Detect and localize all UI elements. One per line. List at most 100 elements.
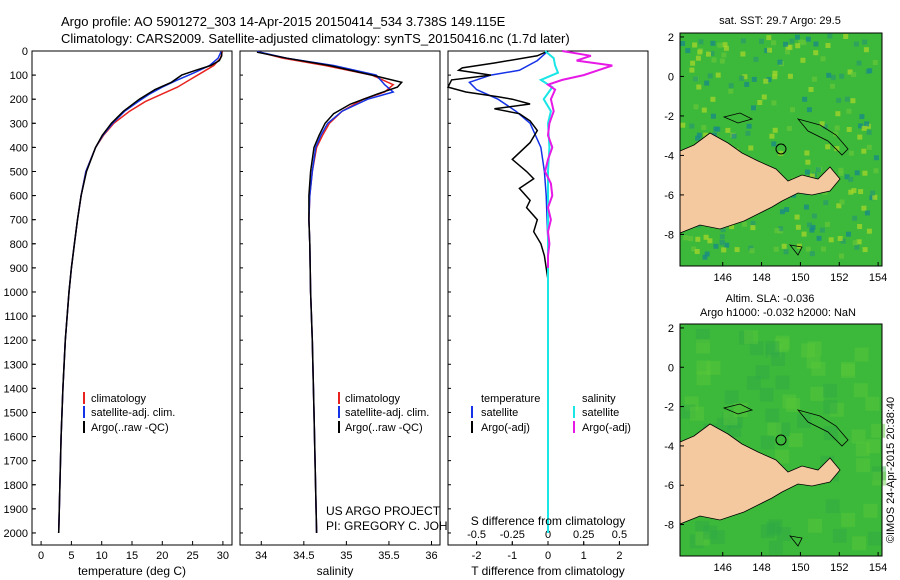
map-texture-cell	[681, 404, 696, 419]
island-outline	[722, 403, 754, 415]
map-texture-cell	[768, 540, 783, 555]
map-texture-cell	[858, 123, 864, 129]
map-texture-cell	[857, 224, 863, 229]
legend-argo: Argo(..raw -QC)	[345, 422, 423, 434]
map-texture-cell	[790, 107, 795, 113]
map-texture-cell	[870, 190, 876, 196]
depth-tick-label: 1600	[4, 432, 28, 444]
map-texture-cell	[765, 344, 780, 358]
map-texture-cell	[795, 224, 801, 230]
map-texture-cell	[759, 38, 764, 44]
map-texture-cell	[839, 73, 845, 79]
map-texture-cell	[693, 76, 699, 82]
map-texture-cell	[724, 242, 730, 248]
map-texture-cell	[846, 108, 852, 114]
map-texture-cell	[703, 132, 709, 138]
map-texture-cell	[761, 94, 767, 100]
map-texture-cell	[689, 123, 695, 129]
lon-tick-label: 146	[714, 562, 732, 574]
map-texture-cell	[866, 228, 872, 234]
map-texture-cell	[701, 125, 707, 130]
map-texture-cell	[750, 225, 756, 231]
map-texture-cell	[805, 36, 811, 42]
map-texture-cell	[767, 422, 782, 437]
map-texture-cell	[834, 125, 840, 131]
map-texture-cell	[745, 130, 751, 136]
map-frame	[679, 323, 883, 557]
map-texture-cell	[710, 40, 716, 46]
map-texture-cell	[821, 246, 826, 252]
map-texture-cell	[867, 68, 873, 74]
x-tick-label: 35.5	[378, 550, 399, 562]
map-texture-cell	[823, 426, 838, 441]
map-texture-cell	[742, 74, 748, 80]
map-texture-cell	[854, 244, 860, 250]
map-texture-cell	[765, 408, 780, 423]
map-texture-cell	[721, 52, 727, 58]
map-texture-cell	[872, 60, 878, 65]
map-texture-cell	[866, 144, 872, 150]
map-texture-cell	[862, 170, 868, 176]
temperature-series	[57, 51, 224, 534]
legend-t-satellite: satellite	[481, 407, 518, 419]
map-texture-cell	[816, 235, 822, 241]
map-texture-cell	[841, 364, 856, 378]
map-texture-cell	[833, 131, 839, 137]
map-texture-cell	[724, 390, 739, 405]
map-texture-cell	[825, 43, 831, 48]
sst-map-axes: 146 148 150 152 154 2 0 -2 -4 -6 -8	[664, 32, 887, 284]
x-tick-label: 34	[255, 550, 267, 562]
map-texture-cell	[813, 41, 819, 47]
map-texture-cell	[772, 74, 778, 80]
map-texture-cell	[810, 224, 816, 230]
map-texture-cell	[776, 422, 791, 437]
imos-credit: ©IMOS 24-Apr-2015 20:38:40	[885, 397, 897, 543]
map-texture-cell	[811, 76, 817, 82]
map-texture-cell	[820, 56, 826, 62]
lat-tick-label: 2	[668, 323, 674, 335]
map-texture-cell	[863, 503, 878, 518]
map-texture-cell	[843, 34, 849, 39]
map-texture-cell	[848, 150, 854, 156]
map-texture-cell	[695, 135, 701, 141]
map-texture-cell	[797, 414, 811, 428]
depth-tick-label: 1300	[4, 359, 28, 371]
map-texture-cell	[721, 412, 736, 427]
x-tick-label: 20	[156, 550, 168, 562]
map-texture-cell	[785, 49, 790, 55]
lat-tick-label: -4	[664, 441, 674, 453]
map-texture-cell	[751, 76, 757, 82]
map-texture-cell	[746, 375, 761, 390]
map-texture-cell	[856, 60, 862, 66]
map-texture-cell	[696, 360, 711, 375]
difference-panel: -2 -1 0 1 2 -0.5 -0.25 0 0.25 0.5 temperature sat…	[446, 50, 649, 578]
map-texture-cell	[710, 96, 716, 102]
map-texture-cell	[719, 239, 725, 245]
map-texture-cell	[749, 341, 764, 356]
map-texture-cell	[707, 73, 713, 79]
credit-pi: PI: GREGORY C. JOHNSON	[326, 519, 482, 533]
map-texture-cell	[767, 47, 772, 53]
map-texture-cell	[854, 170, 860, 176]
map-texture-cell	[720, 227, 726, 233]
map-texture-cell	[734, 247, 740, 253]
map-texture-cell	[851, 188, 857, 194]
map-texture-cell	[810, 386, 825, 401]
difference-x-axis: -2 -1 0 1 2 -0.5 -0.25 0 0.25 0.5	[448, 50, 627, 562]
map-texture-cell	[696, 371, 711, 386]
map-texture-cell	[771, 40, 777, 46]
island-outline	[789, 244, 803, 256]
map-texture-cell	[744, 330, 759, 345]
depth-tick-label: 100	[10, 70, 28, 82]
map-texture-cell	[703, 234, 709, 240]
map-texture-cell	[806, 107, 812, 113]
map-texture-cell	[704, 251, 710, 257]
map-texture-cell	[755, 365, 770, 380]
map-texture-cell	[866, 439, 881, 454]
float-location-marker	[775, 434, 787, 446]
map-texture-cell	[819, 227, 825, 233]
map-texture-cell	[727, 423, 742, 438]
map-texture-cell	[864, 210, 870, 216]
map-texture-cell	[767, 344, 782, 359]
map-texture-cell	[841, 512, 856, 527]
